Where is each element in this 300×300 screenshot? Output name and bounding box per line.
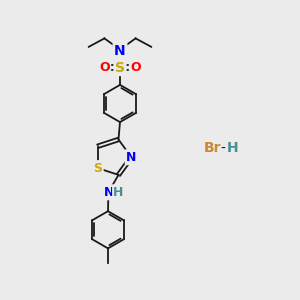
- Text: N: N: [104, 186, 115, 199]
- Text: H: H: [113, 186, 123, 199]
- Text: H: H: [227, 142, 238, 155]
- Text: -: -: [220, 142, 225, 155]
- Text: S: S: [115, 61, 125, 74]
- Text: N: N: [126, 151, 136, 164]
- Text: O: O: [130, 61, 141, 74]
- Text: O: O: [99, 61, 110, 74]
- Text: Br: Br: [204, 142, 221, 155]
- Text: S: S: [93, 162, 102, 175]
- Text: N: N: [114, 44, 126, 58]
